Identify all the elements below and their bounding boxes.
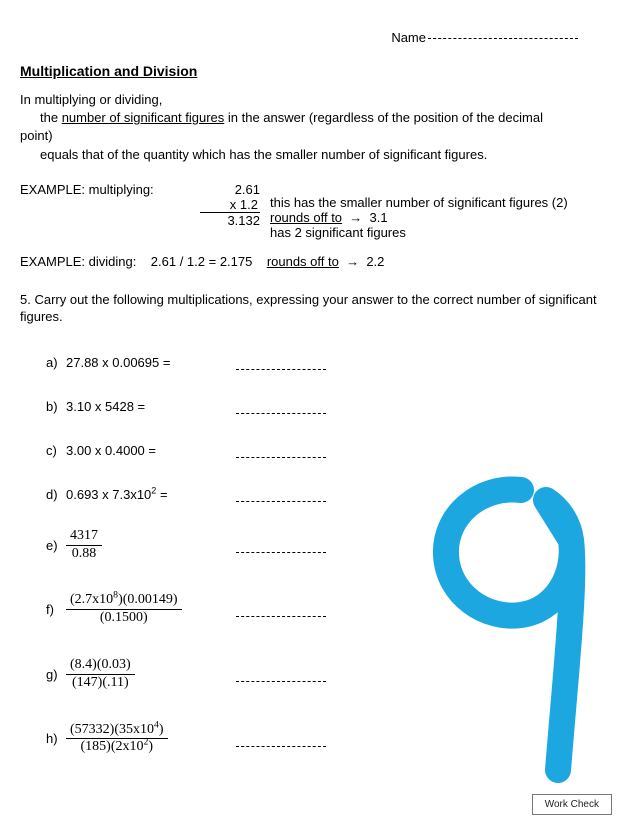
problem-c: c) 3.00 x 0.4000 = bbox=[46, 440, 608, 462]
problem-a-expr: 27.88 x 0.00695 = bbox=[66, 355, 236, 370]
problem-b-label: b) bbox=[46, 399, 66, 414]
problem-e-label: e) bbox=[46, 538, 66, 553]
problem-b: b) 3.10 x 5428 = bbox=[46, 396, 608, 418]
problem-h: h) (57332)(35x104) (185)(2x102) bbox=[46, 722, 608, 757]
problem-d-label: d) bbox=[46, 487, 66, 502]
example-multiplying: EXAMPLE: multiplying: 2.61 x 1.2 3.132 t… bbox=[20, 182, 608, 240]
problem-b-expr: 3.10 x 5428 = bbox=[66, 399, 236, 414]
example-dividing: EXAMPLE: dividing: 2.61 / 1.2 = 2.175 ro… bbox=[20, 254, 608, 269]
example2-rounds-label: rounds off to bbox=[267, 254, 339, 269]
example1-label: EXAMPLE: multiplying: bbox=[20, 182, 200, 240]
problem-b-answer-blank[interactable] bbox=[236, 399, 326, 414]
problem-f-expr: (2.7x108)(0.00149) (0.1500) bbox=[66, 592, 236, 627]
example1-operand1: 2.61 bbox=[200, 182, 260, 197]
problem-c-expr: 3.00 x 0.4000 = bbox=[66, 443, 236, 458]
problem-c-label: c) bbox=[46, 443, 66, 458]
example2-rounded: 2.2 bbox=[366, 254, 384, 269]
example1-result: 3.132 bbox=[200, 213, 260, 228]
problem-h-label: h) bbox=[46, 731, 66, 746]
problem-e-answer-blank[interactable] bbox=[236, 537, 326, 552]
work-check-button[interactable]: Work Check bbox=[532, 794, 612, 815]
intro-line-1: In multiplying or dividing, bbox=[20, 91, 608, 109]
problem-d-answer-blank[interactable] bbox=[236, 487, 326, 502]
example1-math: 2.61 x 1.2 3.132 bbox=[200, 182, 260, 240]
problem-g-answer-blank[interactable] bbox=[236, 667, 326, 682]
example1-notes: this has the smaller number of significa… bbox=[260, 182, 568, 240]
example2-expr: 2.61 / 1.2 = 2.175 bbox=[151, 254, 253, 269]
name-blank-line[interactable] bbox=[428, 38, 578, 39]
problem-h-answer-blank[interactable] bbox=[236, 731, 326, 746]
intro-line-2: the number of significant figures in the… bbox=[20, 109, 608, 127]
problem-d-expr: 0.693 x 7.3x102 = bbox=[66, 487, 236, 502]
problem-e-expr: 4317 0.88 bbox=[66, 528, 236, 563]
problem-g: g) (8.4)(0.03) (147)(.11) bbox=[46, 657, 608, 692]
problem-d: d) 0.693 x 7.3x102 = bbox=[46, 484, 608, 506]
intro-paragraph: In multiplying or dividing, the number o… bbox=[20, 91, 608, 164]
sig-figs-underlined: number of significant figures bbox=[62, 110, 225, 125]
problem-list: a) 27.88 x 0.00695 = b) 3.10 x 5428 = c)… bbox=[20, 352, 608, 756]
problem-g-label: g) bbox=[46, 667, 66, 682]
name-label: Name bbox=[391, 30, 426, 45]
example1-rounds-line: rounds off to → 3.1 bbox=[270, 210, 568, 225]
work-check-label: Work Check bbox=[545, 799, 599, 810]
example2-label: EXAMPLE: dividing: bbox=[20, 254, 136, 269]
intro-line-3: point) bbox=[20, 127, 608, 145]
problem-e: e) 4317 0.88 bbox=[46, 528, 608, 563]
problem-a: a) 27.88 x 0.00695 = bbox=[46, 352, 608, 374]
example1-note1: this has the smaller number of significa… bbox=[270, 195, 568, 210]
problem-f: f) (2.7x108)(0.00149) (0.1500) bbox=[46, 592, 608, 627]
section-title: Multiplication and Division bbox=[20, 63, 608, 79]
example1-operand2: x 1.2 bbox=[200, 197, 260, 213]
intro-line-4: equals that of the quantity which has th… bbox=[20, 146, 608, 164]
problem-f-answer-blank[interactable] bbox=[236, 602, 326, 617]
problem-c-answer-blank[interactable] bbox=[236, 443, 326, 458]
name-field-row: Name bbox=[20, 30, 578, 45]
question-5-prompt: 5. Carry out the following multiplicatio… bbox=[20, 291, 608, 326]
problem-h-expr: (57332)(35x104) (185)(2x102) bbox=[66, 722, 236, 757]
example1-note2: has 2 significant figures bbox=[270, 225, 568, 240]
problem-f-label: f) bbox=[46, 602, 66, 617]
problem-g-expr: (8.4)(0.03) (147)(.11) bbox=[66, 657, 236, 692]
problem-a-answer-blank[interactable] bbox=[236, 355, 326, 370]
problem-a-label: a) bbox=[46, 355, 66, 370]
worksheet-page: Name Multiplication and Division In mult… bbox=[0, 0, 628, 796]
